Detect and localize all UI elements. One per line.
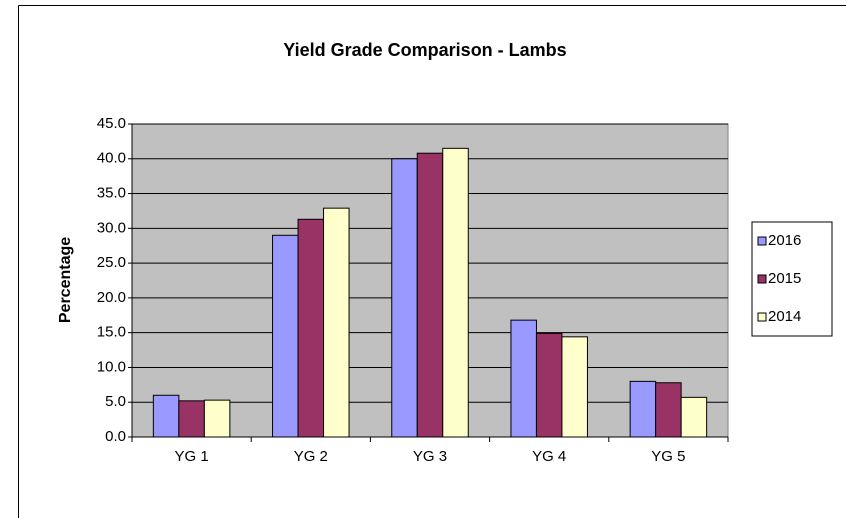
y-tick-label: 45.0 bbox=[97, 115, 126, 132]
y-tick-label: 25.0 bbox=[97, 254, 126, 271]
y-axis-label: Percentage bbox=[57, 237, 74, 323]
bar bbox=[203, 399, 231, 438]
x-tick-label: YG 5 bbox=[651, 448, 685, 465]
y-tick-label: 0.0 bbox=[105, 428, 126, 445]
y-tick-label: 20.0 bbox=[97, 289, 126, 306]
y-tick-label: 30.0 bbox=[97, 219, 126, 236]
y-tick-label: 40.0 bbox=[97, 150, 126, 167]
y-tick-label: 15.0 bbox=[97, 324, 126, 341]
x-tick-label: YG 3 bbox=[413, 448, 447, 465]
bar bbox=[535, 332, 563, 438]
bar bbox=[561, 336, 588, 438]
bar bbox=[629, 380, 657, 438]
bar bbox=[178, 400, 205, 438]
y-tick-label: 35.0 bbox=[97, 185, 126, 202]
bar bbox=[323, 207, 350, 438]
legend-label: 2014 bbox=[768, 308, 801, 325]
legend-label: 2016 bbox=[768, 232, 801, 249]
x-tick-label: YG 2 bbox=[294, 448, 328, 465]
bar bbox=[655, 382, 682, 438]
bar bbox=[510, 319, 537, 438]
legend-swatch bbox=[757, 236, 767, 246]
bar bbox=[152, 394, 180, 438]
bar bbox=[680, 396, 708, 438]
y-tick-label: 10.0 bbox=[97, 358, 126, 375]
legend-swatch bbox=[757, 312, 767, 322]
legend-swatch bbox=[757, 274, 767, 284]
bar bbox=[297, 218, 325, 438]
x-tick-label: YG 1 bbox=[175, 448, 209, 465]
legend-label: 2015 bbox=[768, 270, 801, 287]
y-tick-label: 5.0 bbox=[105, 393, 126, 410]
bar bbox=[272, 234, 299, 438]
bar bbox=[442, 147, 469, 438]
x-tick-label: YG 4 bbox=[532, 448, 566, 465]
bar bbox=[416, 152, 444, 438]
chart-title: Yield Grade Comparison - Lambs bbox=[283, 40, 566, 60]
bar bbox=[391, 158, 418, 438]
